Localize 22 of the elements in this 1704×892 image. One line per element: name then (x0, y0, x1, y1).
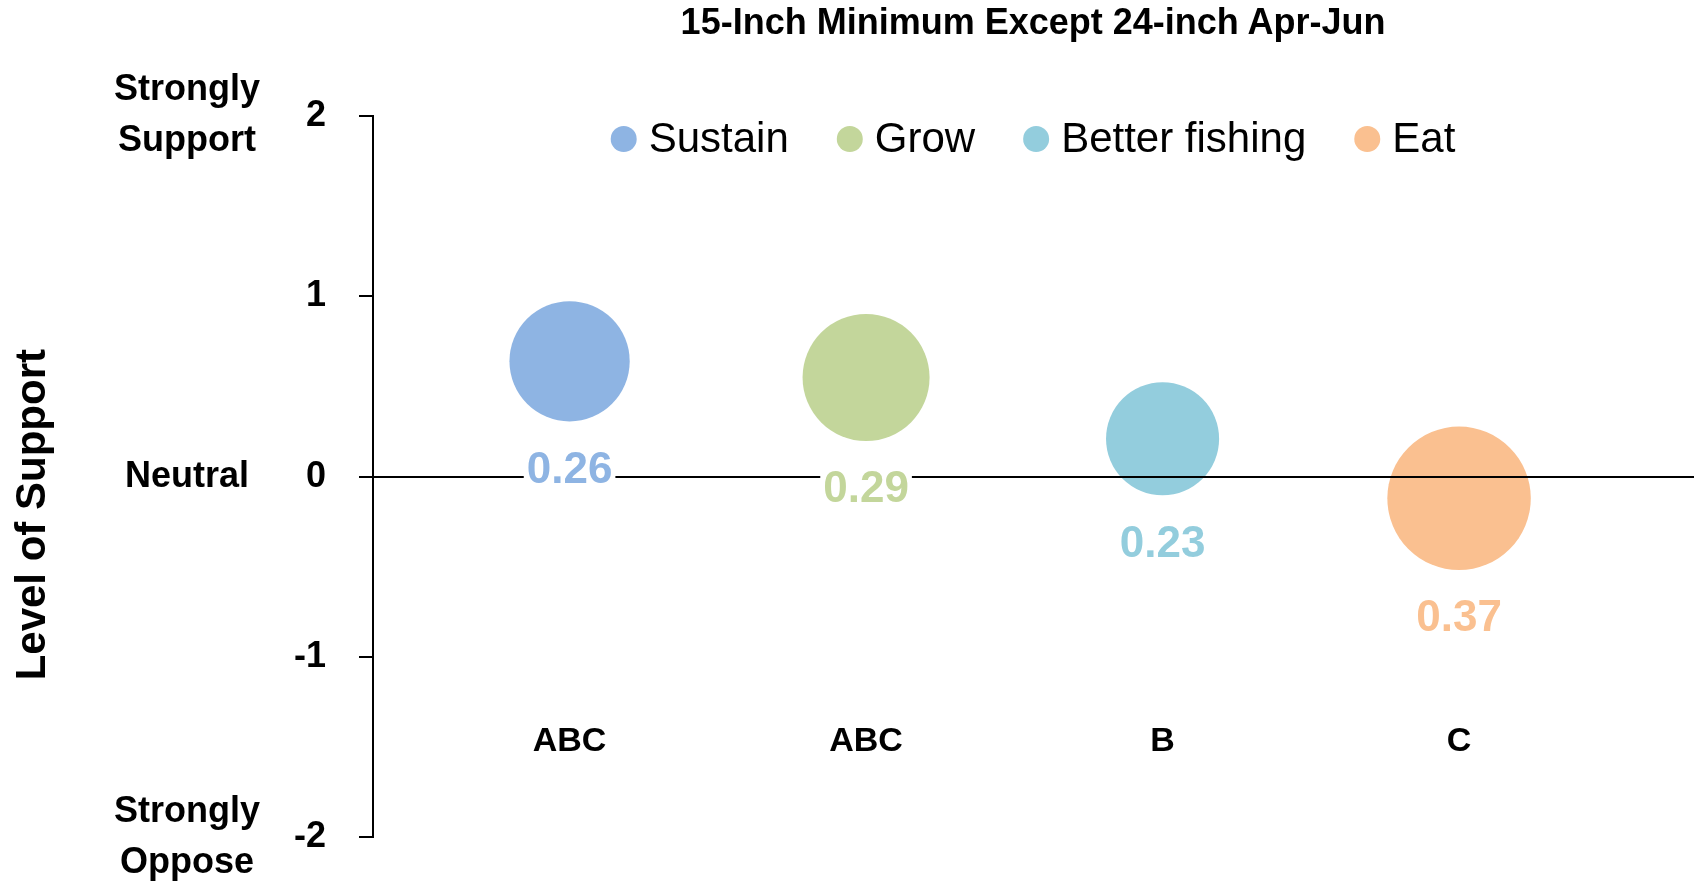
category-label: Neutral (124, 453, 250, 495)
y-tick-label: -1 (293, 633, 326, 675)
legend-label: Better fishing (1061, 113, 1307, 161)
text: Level of Support (6, 349, 54, 681)
legend-label: Grow (874, 113, 976, 161)
category-label: Strongly Support (113, 67, 261, 160)
category-label: Strongly Oppose (113, 788, 261, 881)
annotation: ABC (532, 720, 607, 759)
y-tick-label: -2 (293, 814, 326, 856)
legend-label: Eat (1392, 113, 1456, 161)
annotation: B (1150, 720, 1175, 759)
data-label: 0.29 (823, 462, 909, 512)
y-tick-label: 1 (305, 273, 326, 315)
y-tick-label: 2 (305, 92, 326, 134)
y-tick-label: 0 (305, 453, 326, 495)
chart-title: 15-Inch Minimum Except 24-inch Apr-Jun (680, 0, 1386, 42)
data-label: 0.37 (1416, 591, 1502, 641)
annotation: ABC (829, 720, 903, 759)
data-label: 0.23 (1119, 516, 1206, 566)
legend-label: Sustain (648, 113, 789, 161)
annotation: C (1446, 720, 1472, 759)
data-label: 0.26 (526, 442, 613, 492)
